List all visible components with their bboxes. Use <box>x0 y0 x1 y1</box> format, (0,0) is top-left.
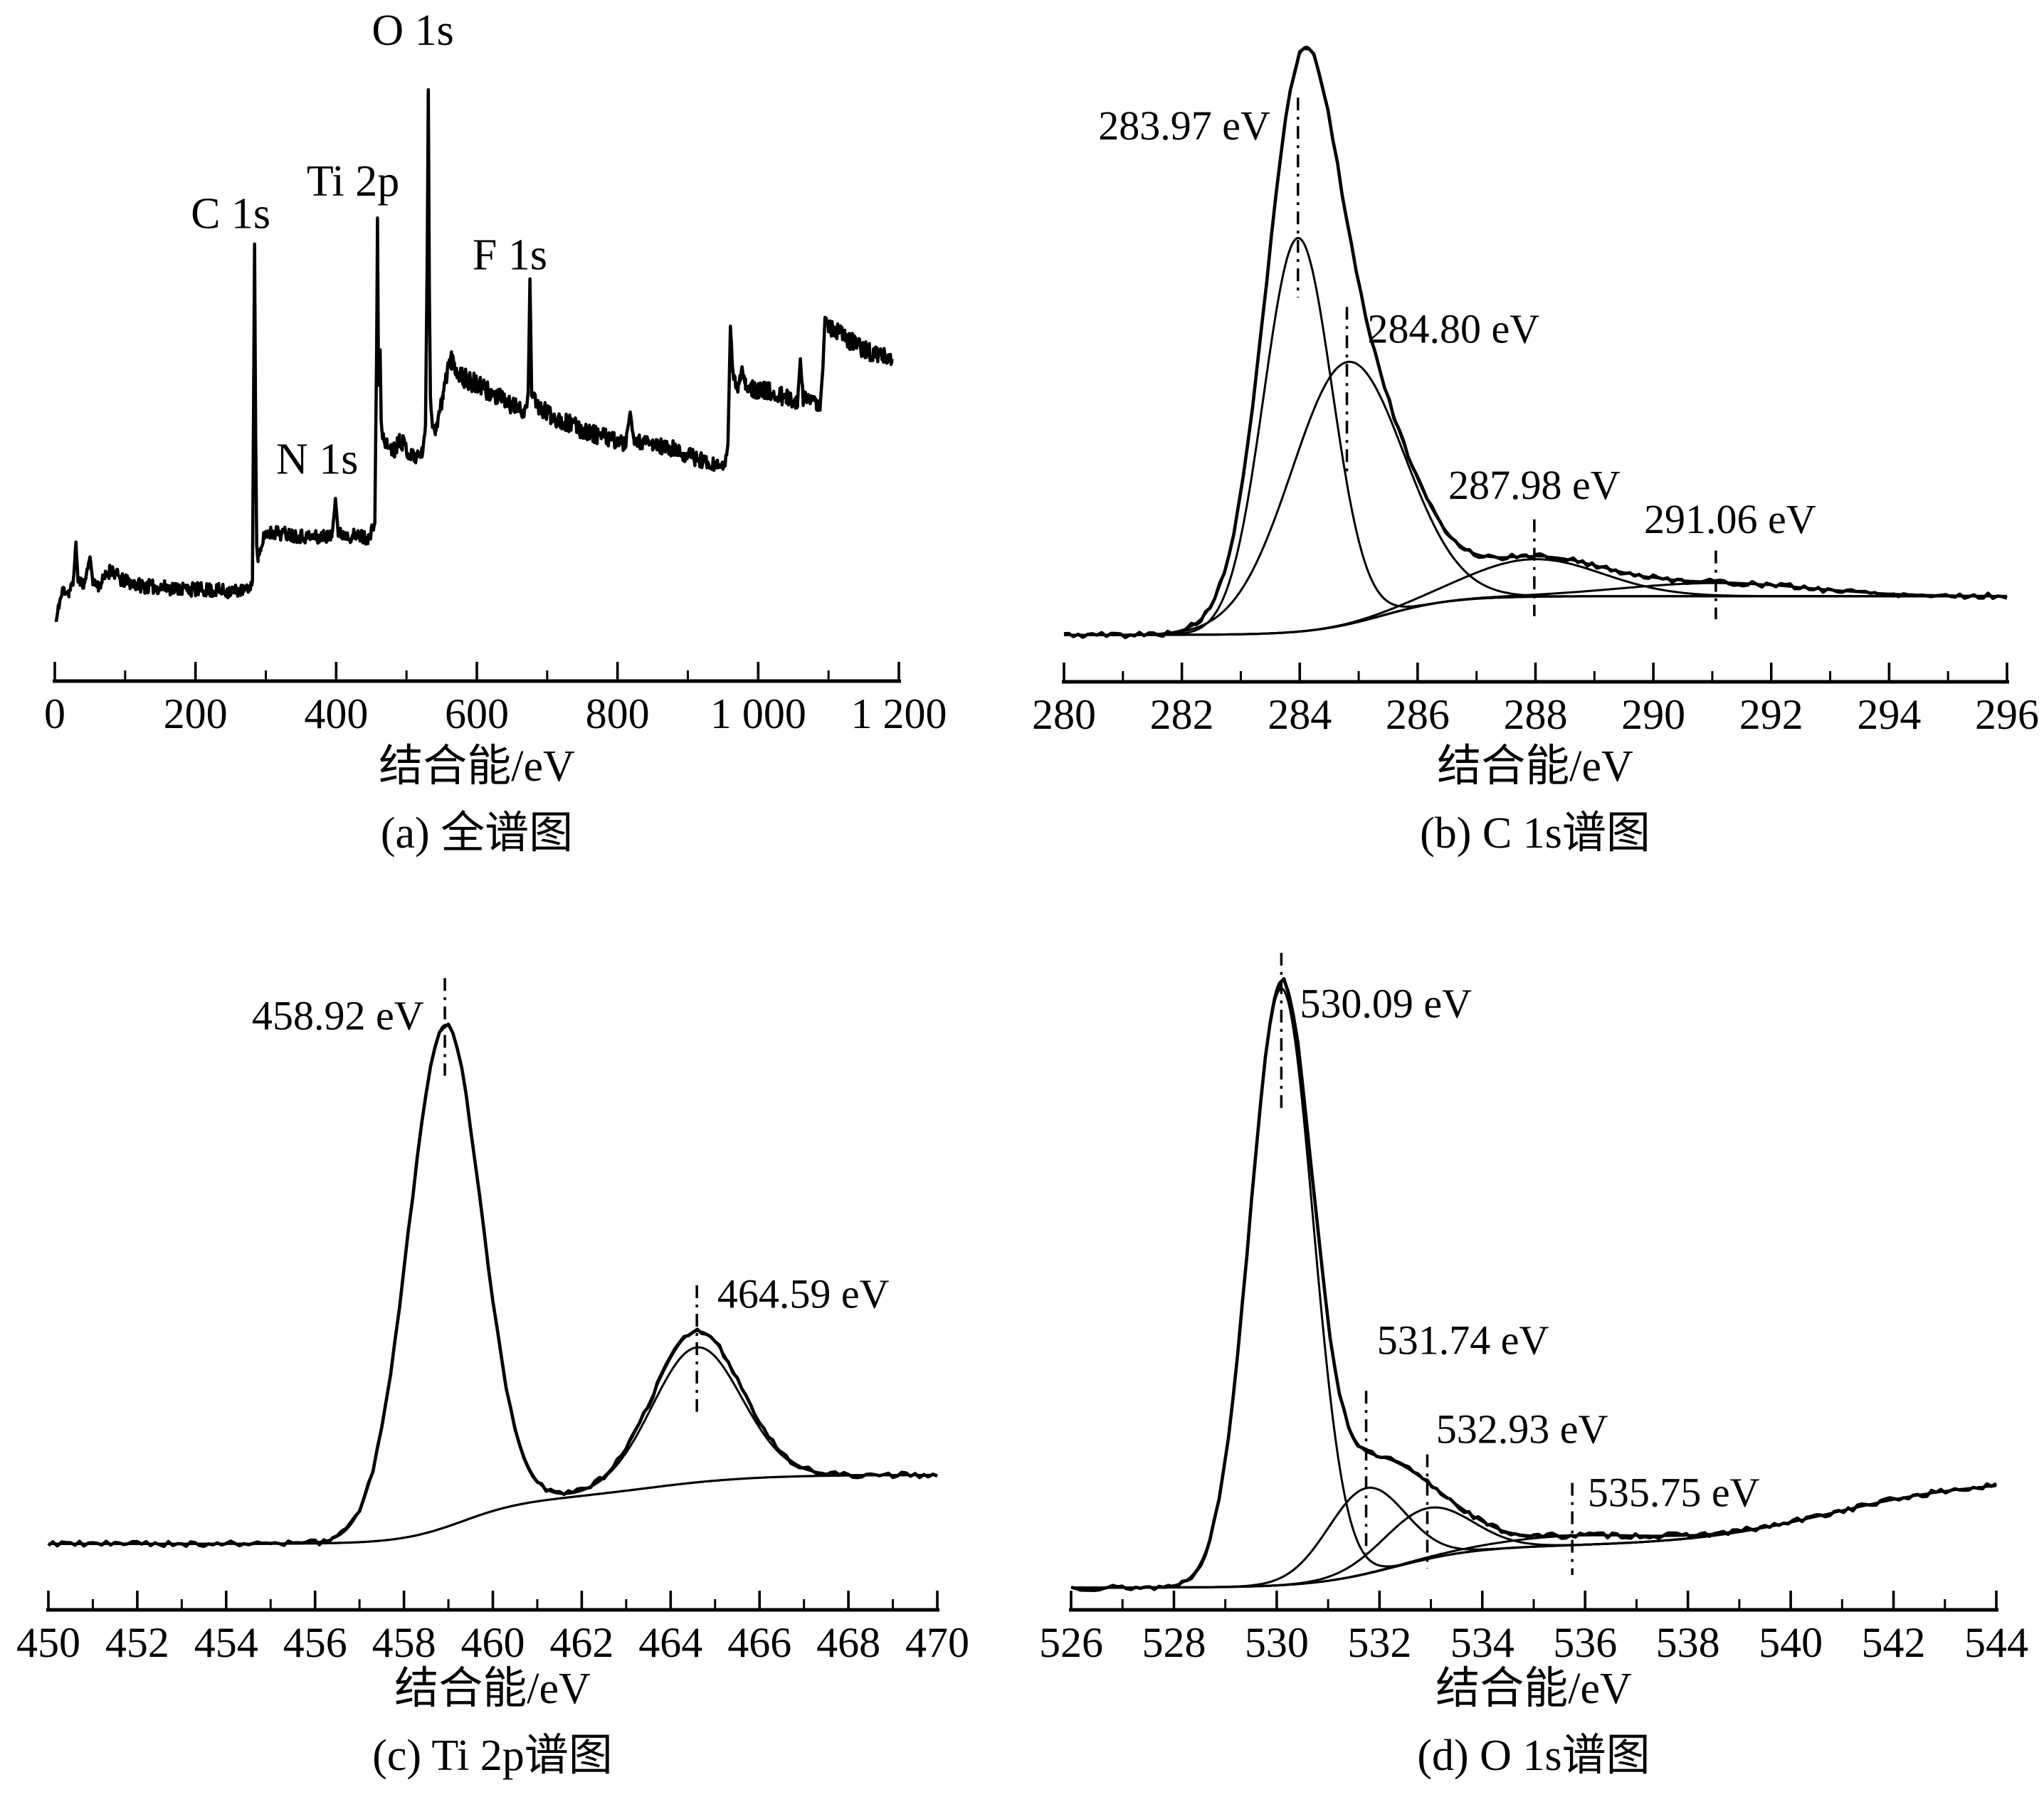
tick-label: 544 <box>1964 1619 2028 1666</box>
x-axis-label-panel-b: 结合能/eV <box>1437 742 1633 791</box>
background-baseline-curve <box>48 1473 937 1545</box>
tick-label: 600 <box>445 690 509 737</box>
peak-energy-label-3: 287.98 eV <box>1448 462 1621 508</box>
tick-label: 534 <box>1450 1619 1514 1666</box>
element-peak-label-1: C 1s <box>191 190 270 238</box>
tick-label: 284 <box>1268 691 1332 738</box>
caption-panel-d: (d) O 1s谱图 <box>1417 1732 1650 1780</box>
element-peak-label-2: N 1s <box>276 435 358 483</box>
panel-a-survey-plot: C 1s N 1s Ti 2p O 1s F 1s 0 200 400 600 800 1 000 1… <box>44 6 947 737</box>
raw-data-curve <box>1070 976 1998 1592</box>
tick-label: 288 <box>1504 691 1568 738</box>
peak-energy-label-4: 291.06 eV <box>1644 496 1816 542</box>
fit-component-curve-1 <box>1071 987 1997 1589</box>
tick-label: 200 <box>164 690 228 737</box>
tick-label: 456 <box>283 1619 347 1666</box>
panel-c-ti2p-plot: 458.92 eV 464.59 eV 450 452 454 456 458 460 462 4… <box>16 978 969 1666</box>
tick-label: 400 <box>304 690 368 737</box>
panel-b-c1s-plot: 283.97 eV 284.80 eV 287.98 eV 291.06 eV 280 2… <box>1032 46 2039 738</box>
tick-label: 526 <box>1039 1619 1103 1666</box>
fit-envelope-curve-1 <box>1071 979 1997 1589</box>
tick-label: 542 <box>1862 1619 1926 1666</box>
survey-spectrum-curve <box>54 88 894 623</box>
tick-label: 460 <box>461 1619 525 1666</box>
tick-label: 290 <box>1621 691 1685 738</box>
tick-label: 464 <box>638 1619 702 1666</box>
tick-label: 296 <box>1975 691 2039 738</box>
tick-label: 466 <box>727 1619 791 1666</box>
peak-energy-label-2: 531.74 eV <box>1377 1317 1549 1363</box>
caption-panel-c: (c) Ti 2p谱图 <box>372 1732 613 1780</box>
peak-energy-label-2: 284.80 eV <box>1367 305 1539 352</box>
x-axis-label-panel-a: 结合能/eV <box>379 742 575 791</box>
panel-d-o1s-plot: 530.09 eV 531.74 eV 532.93 eV 535.75 eV 526 5… <box>1039 952 2028 1666</box>
peak-energy-label-1: 283.97 eV <box>1098 102 1270 149</box>
tick-label: 286 <box>1386 691 1450 738</box>
tick-label: 468 <box>816 1619 880 1666</box>
x-axis-label-panel-c: 结合能/eV <box>394 1665 591 1713</box>
element-peak-label-5: F 1s <box>473 231 547 280</box>
tick-label: 292 <box>1739 691 1803 738</box>
raw-data-curve <box>47 1022 938 1549</box>
tick-label: 1 200 <box>851 690 947 737</box>
tick-label: 540 <box>1759 1619 1823 1666</box>
tick-label: 528 <box>1142 1619 1206 1666</box>
tick-label: 538 <box>1656 1619 1720 1666</box>
x-axis-label-panel-d: 结合能/eV <box>1435 1665 1632 1713</box>
caption-panel-a: (a) 全谱图 <box>380 809 574 858</box>
peak-energy-label-1: 530.09 eV <box>1300 981 1472 1027</box>
tick-label: 536 <box>1553 1619 1617 1666</box>
peak-energy-label-2: 464.59 eV <box>717 1271 890 1317</box>
fit-component-curve-1 <box>1064 236 2007 636</box>
peak-energy-label-3: 532.93 eV <box>1436 1406 1608 1452</box>
tick-label: 1 000 <box>710 690 806 737</box>
peak-energy-label-1: 458.92 eV <box>252 992 424 1038</box>
tick-label: 282 <box>1150 691 1214 738</box>
tick-label: 532 <box>1347 1619 1411 1666</box>
tick-label: 470 <box>905 1619 969 1666</box>
element-peak-label-3: Ti 2p <box>307 157 399 206</box>
tick-label: 462 <box>549 1619 613 1666</box>
caption-panel-b: (b) C 1s谱图 <box>1420 809 1650 858</box>
tick-label: 530 <box>1245 1619 1309 1666</box>
tick-label: 280 <box>1032 691 1096 738</box>
tick-label: 450 <box>16 1619 80 1666</box>
tick-label: 800 <box>586 690 650 737</box>
tick-label: 454 <box>194 1619 258 1666</box>
tick-label: 452 <box>105 1619 169 1666</box>
tick-label: 458 <box>372 1619 436 1666</box>
tick-label: 0 <box>44 690 65 737</box>
tick-label: 294 <box>1857 691 1921 738</box>
peak-energy-label-4: 535.75 eV <box>1588 1469 1760 1515</box>
element-peak-label-4: O 1s <box>372 6 453 55</box>
